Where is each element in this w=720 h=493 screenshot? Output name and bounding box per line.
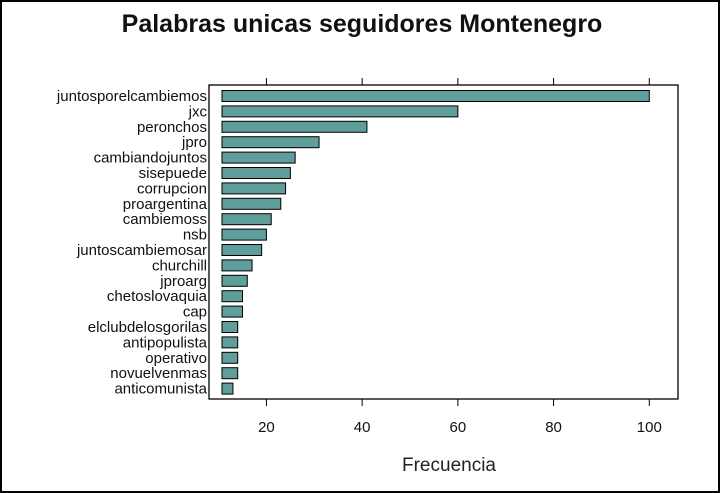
- chart-title: Palabras unicas seguidores Montenegro: [121, 10, 603, 38]
- category-label-cap: cap: [183, 304, 207, 321]
- category-label-churchill: churchill: [152, 257, 207, 274]
- bar-cambiandojuntos: [221, 151, 296, 164]
- category-label-novuelvenmas: novuelvenmas: [110, 365, 207, 382]
- category-labels-group: juntosporelcambiemosjxcperonchosjprocamb…: [56, 88, 208, 398]
- category-label-antipopulista: antipopulista: [123, 334, 208, 351]
- bar-peronchos: [221, 120, 368, 133]
- bars-group: [221, 90, 650, 395]
- category-label-anticomunista: anticomunista: [114, 381, 207, 398]
- x-tick-label-20: 20: [258, 419, 275, 436]
- bar-novuelvenmas: [221, 367, 239, 380]
- plot-area-border: [208, 84, 679, 400]
- bar-proargentina: [221, 197, 282, 210]
- category-label-jproarg: jproarg: [159, 273, 207, 290]
- bar-churchill: [221, 259, 253, 272]
- x-tick-label-80: 80: [545, 419, 562, 436]
- bar-jpro: [221, 136, 320, 149]
- bar-antipopulista: [221, 336, 239, 349]
- bar-jproarg: [221, 274, 248, 287]
- axis-ticks-group: 20 40 60 80 100: [258, 78, 662, 436]
- category-label-juntosporelcambiemos: juntosporelcambiemos: [56, 88, 207, 105]
- category-label-jxc: jxc: [188, 103, 208, 120]
- category-label-nsb: nsb: [183, 227, 207, 244]
- bar-anticomunista: [221, 382, 234, 395]
- bar-cap: [221, 305, 243, 318]
- category-label-sisepuede: sisepuede: [139, 165, 207, 182]
- category-label-elclubdelosgorilas: elclubdelosgorilas: [88, 319, 207, 336]
- bar-operativo: [221, 351, 239, 364]
- bar-sisepuede: [221, 167, 291, 179]
- category-label-chetoslovaquia: chetoslovaquia: [107, 288, 208, 305]
- category-label-juntoscambiemosar: juntoscambiemosar: [76, 242, 207, 259]
- x-tick-label-100: 100: [637, 419, 662, 436]
- bar-corrupcion: [221, 182, 287, 195]
- x-tick-label-40: 40: [354, 419, 371, 436]
- category-label-cambiemoss: cambiemoss: [123, 211, 207, 228]
- category-label-corrupcion: corrupcion: [137, 180, 207, 197]
- bar-juntoscambiemosar: [221, 244, 263, 256]
- x-axis-title: Frecuencia: [402, 455, 496, 476]
- category-label-proargentina: proargentina: [123, 196, 208, 213]
- bar-cambiemoss: [221, 213, 272, 226]
- bar-elclubdelosgorilas: [221, 321, 239, 333]
- category-label-cambiandojuntos: cambiandojuntos: [94, 150, 207, 167]
- category-label-peronchos: peronchos: [137, 119, 207, 136]
- bar-juntosporelcambiemos: [221, 90, 650, 102]
- x-tick-label-60: 60: [450, 419, 467, 436]
- category-label-operativo: operativo: [145, 350, 207, 367]
- category-label-jpro: jpro: [181, 134, 207, 151]
- bar-nsb: [221, 228, 267, 241]
- bar-chetoslovaquia: [221, 290, 243, 303]
- bar-jxc: [221, 105, 459, 118]
